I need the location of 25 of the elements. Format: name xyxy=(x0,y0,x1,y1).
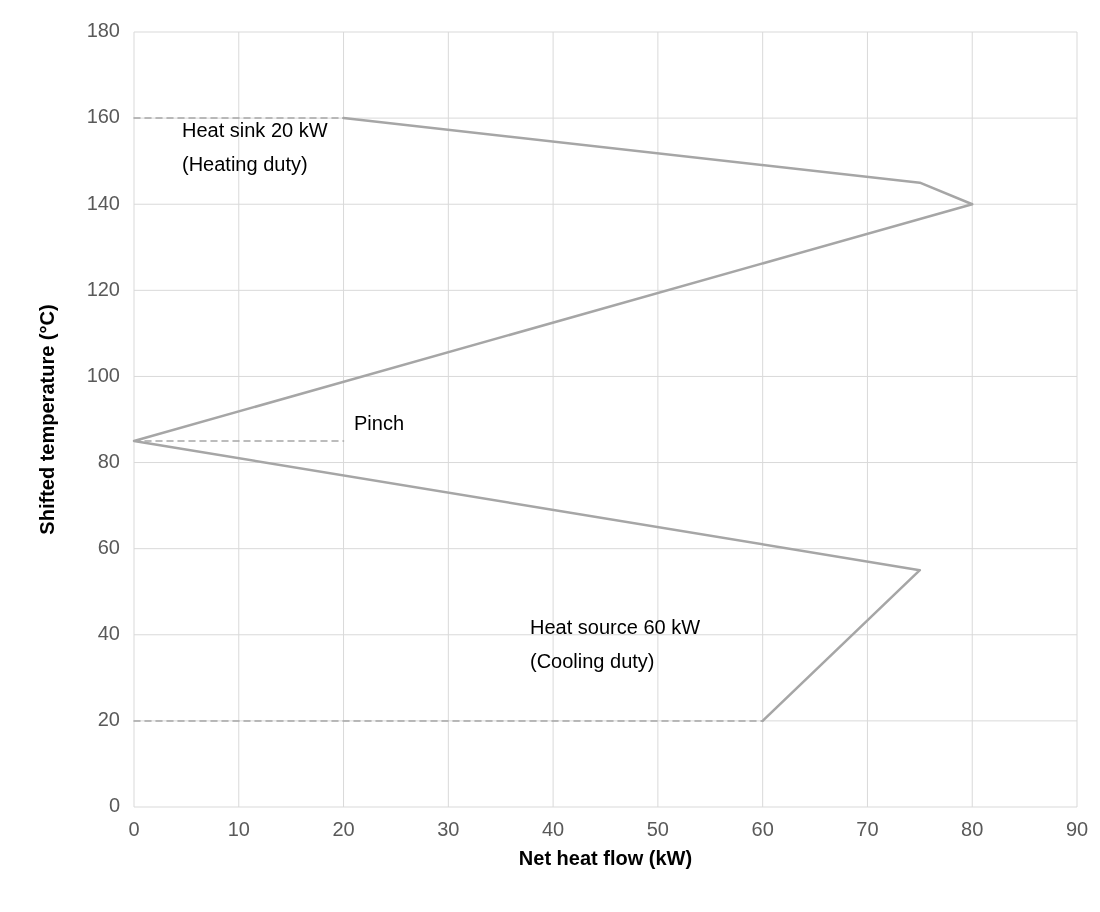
y-tick-label: 80 xyxy=(97,449,120,472)
y-tick-label: 160 xyxy=(86,105,120,128)
x-tick-label: 90 xyxy=(1065,818,1089,841)
y-tick-label: 180 xyxy=(86,19,120,42)
y-axis-title: Shifted temperature (°C) xyxy=(36,304,58,535)
x-tick-label: 40 xyxy=(541,818,565,841)
y-tick-label: 0 xyxy=(108,794,120,817)
annotation: Heat sink 20 kW (Heating duty) xyxy=(182,119,328,176)
x-axis-title: Net heat flow (kW) xyxy=(518,847,693,869)
annotation: Pinch xyxy=(354,412,405,435)
annotation: Heat source 60 kW (Cooling duty) xyxy=(530,616,701,673)
x-tick-label: 20 xyxy=(332,818,355,841)
x-tick-label: 30 xyxy=(437,818,460,841)
x-tick-label: 10 xyxy=(227,818,250,841)
y-tick-label: 20 xyxy=(97,708,120,731)
y-tick-label: 120 xyxy=(86,277,120,300)
x-tick-label: 80 xyxy=(961,818,984,841)
x-tick-label: 60 xyxy=(751,818,774,841)
x-tick-label: 70 xyxy=(856,818,879,841)
y-tick-label: 40 xyxy=(97,622,120,645)
y-tick-label: 60 xyxy=(97,535,120,558)
y-tick-label: 140 xyxy=(86,191,120,214)
y-tick-label: 100 xyxy=(86,363,120,386)
x-tick-label: 0 xyxy=(128,818,140,841)
x-tick-label: 50 xyxy=(646,818,670,841)
